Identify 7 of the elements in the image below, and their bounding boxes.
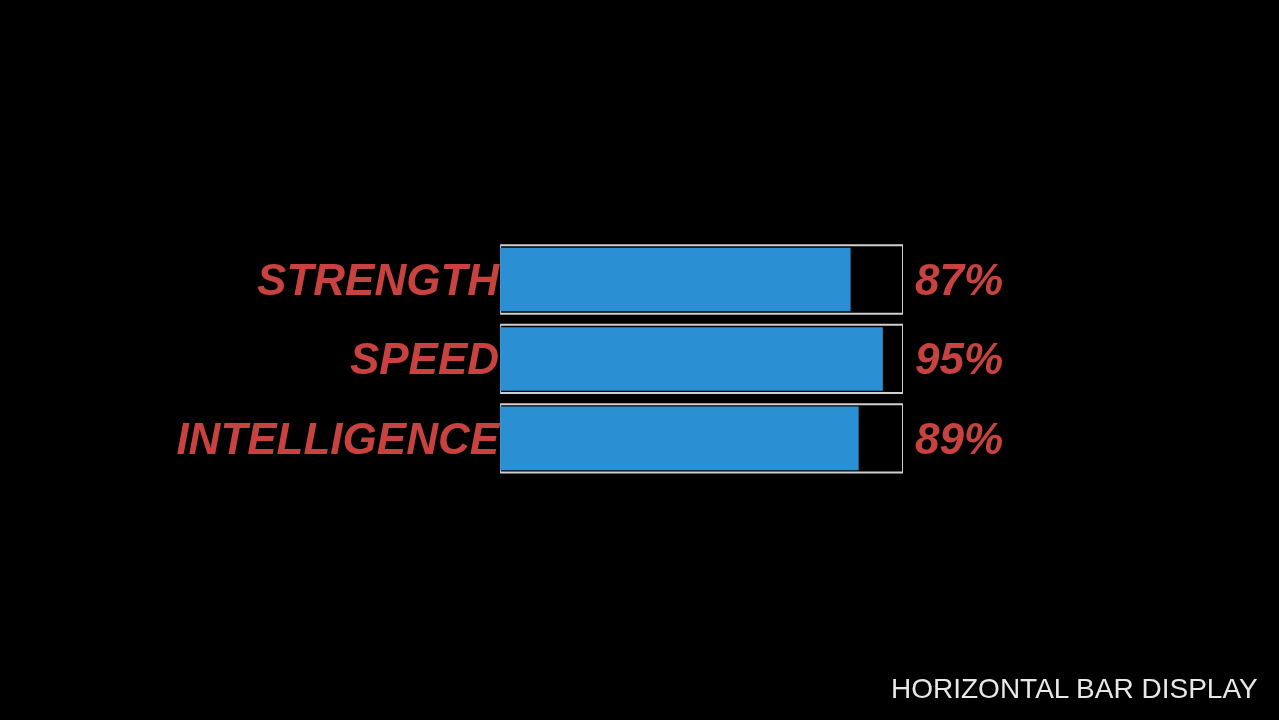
data-label: 89%	[915, 414, 1004, 463]
data-label: 95%	[915, 334, 1004, 383]
y-tick-label: SPEED	[349, 334, 500, 384]
y-tick-label: STRENGTH	[257, 254, 501, 304]
text: HORIZONTAL BAR DISPLAY	[891, 673, 1258, 704]
y-tick-label: INTELLIGENCE	[176, 413, 501, 463]
data-label: 87%	[915, 255, 1004, 304]
